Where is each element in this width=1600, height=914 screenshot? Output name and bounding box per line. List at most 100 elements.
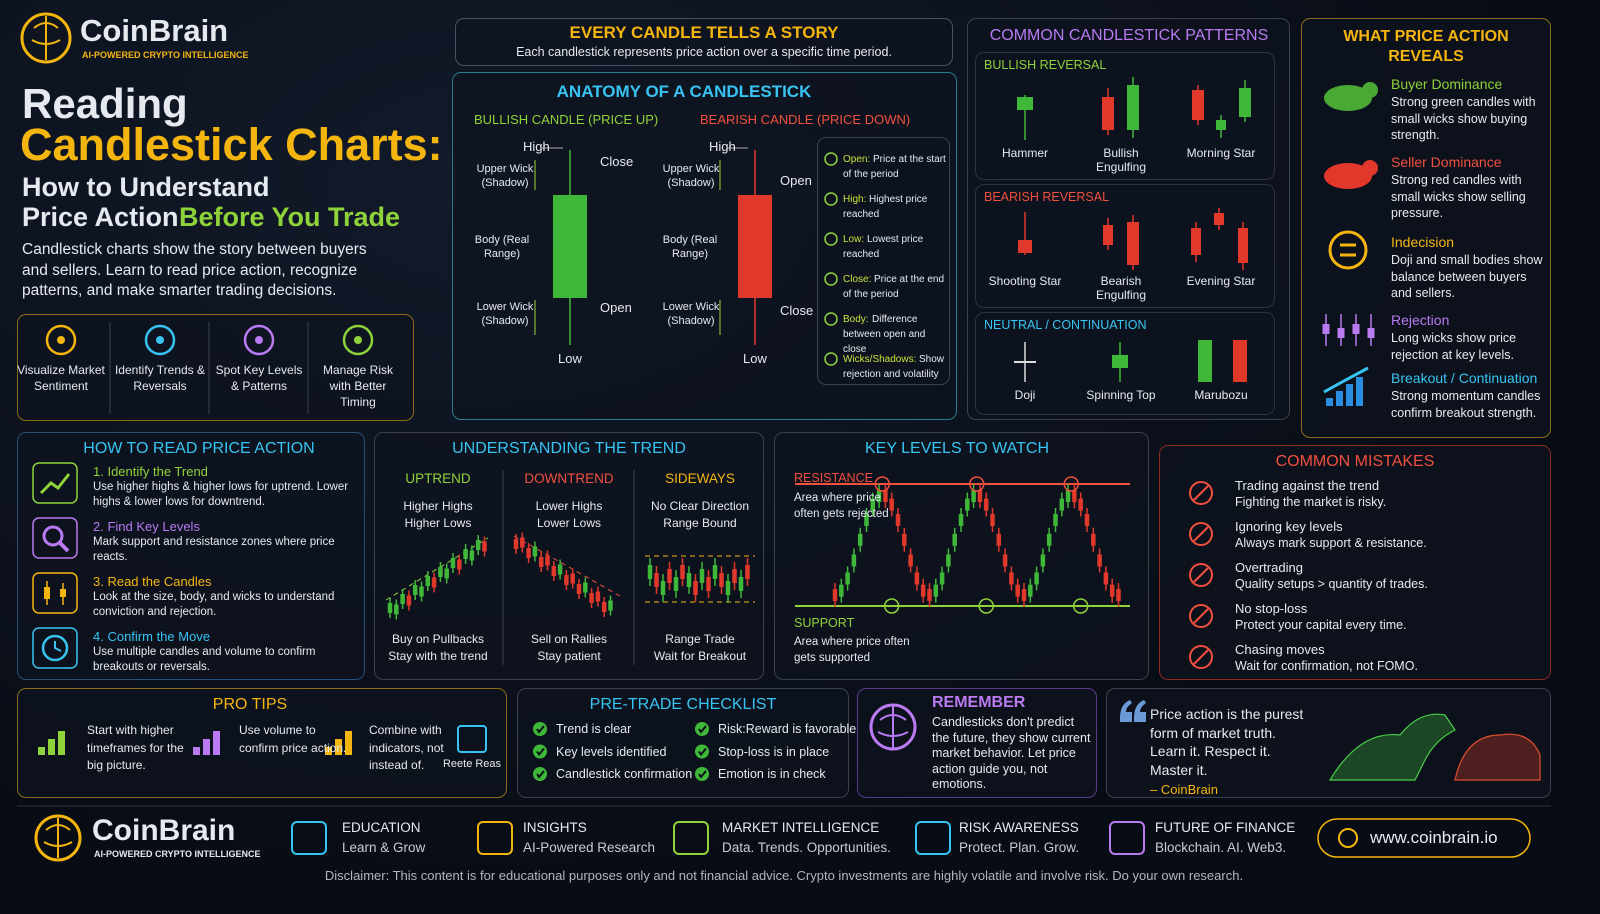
legend-term: Wicks/Shadows: xyxy=(843,354,917,365)
mistakes-panel xyxy=(1159,445,1551,680)
touch-marker xyxy=(978,598,994,614)
candle-body xyxy=(864,514,869,526)
candle-label: Close xyxy=(600,154,634,169)
candle-body xyxy=(832,589,838,601)
candle-body xyxy=(601,602,607,612)
candle-label: Low xyxy=(558,351,582,366)
mistake-title: No stop-loss xyxy=(1235,601,1308,616)
benefit-label: Manage Risk with Better Timing xyxy=(322,363,394,409)
candle-body xyxy=(1127,85,1139,130)
mistake-text: Wait for confirmation, not FOMO. xyxy=(1235,659,1418,673)
candle-label: Open xyxy=(780,173,812,188)
mistake-icon xyxy=(1189,522,1213,546)
candle-body xyxy=(895,514,901,526)
check-icon xyxy=(533,744,547,759)
brand-tagline: AI-POWERED CRYPTO INTELLIGENCE xyxy=(82,50,249,60)
pattern-label: Bullish Engulfing xyxy=(1095,146,1147,174)
trend-tip: Stay with the trend xyxy=(388,649,488,663)
tip-text: Reete Reas xyxy=(442,758,502,770)
pattern-label: Marubozu xyxy=(1194,388,1248,402)
candle-body xyxy=(738,577,744,591)
candle-body xyxy=(406,595,412,606)
mistake-title: Trading against the trend xyxy=(1235,478,1380,493)
candle-body xyxy=(583,582,588,593)
tip-text: Combine with indicators, not instead of. xyxy=(369,723,444,772)
candle-body xyxy=(654,573,659,587)
candle-body xyxy=(1352,324,1360,334)
logo-icon xyxy=(43,818,73,858)
touch-marker xyxy=(883,598,900,614)
candle-body xyxy=(400,594,405,604)
legend-text: Difference between open and close xyxy=(843,314,926,355)
check-icon xyxy=(533,722,547,736)
mistake-icon xyxy=(1189,645,1213,669)
pattern-label: Shooting Star xyxy=(988,274,1062,288)
candle-body xyxy=(1322,324,1330,334)
candle-body xyxy=(738,195,772,298)
remember-text: Candlesticks don't predict the future, t… xyxy=(932,715,1091,791)
mistake-icon xyxy=(1189,563,1213,587)
candle-label: Lower Wick (Shadow) xyxy=(662,301,720,327)
mistake-icon xyxy=(1189,481,1213,505)
candle-body xyxy=(952,533,957,546)
subtitle: Before You Trade xyxy=(179,202,401,232)
checklist-item: Candlestick confirmation xyxy=(556,767,693,781)
legend-icon xyxy=(824,312,838,326)
tip-icon xyxy=(213,731,220,755)
benefit-icon xyxy=(156,336,164,344)
section-title: EVERY CANDLE TELLS A STORY xyxy=(569,23,839,42)
pattern-label: Doji xyxy=(1014,388,1036,402)
check-icon xyxy=(533,767,547,781)
step-text: Mark support and resistance zones where … xyxy=(93,536,335,563)
check-icon xyxy=(536,747,545,757)
legend-icon xyxy=(824,272,838,286)
pillar-icon xyxy=(673,821,709,855)
candle-body xyxy=(1103,572,1109,585)
icon-frame xyxy=(32,627,78,669)
candle-body xyxy=(1009,572,1014,585)
legend-text: Price at the start of the period xyxy=(843,154,946,180)
mistake-text: Protect your capital every time. xyxy=(1235,618,1407,632)
touch-marker xyxy=(969,476,985,492)
benefit-label: Visualize Market Sentiment xyxy=(17,363,105,393)
section-title: UNDERSTANDING THE TREND xyxy=(452,440,686,457)
pillar-text: AI-Powered Research xyxy=(523,840,656,855)
candle-body xyxy=(1198,340,1212,382)
reveal-icon xyxy=(1340,243,1356,257)
candle-body xyxy=(680,565,685,579)
candle-body xyxy=(889,498,894,511)
candle-label: Close xyxy=(780,303,814,318)
check-icon xyxy=(536,725,545,734)
candle-body xyxy=(725,581,731,595)
candle-label: High xyxy=(709,139,736,154)
candle-body xyxy=(851,554,857,567)
candle-body xyxy=(719,573,724,587)
legend-text: Price at the end of the period xyxy=(843,274,945,300)
reveal-title: Rejection xyxy=(1391,312,1450,328)
reveal-text: Long wicks show price rejection at key l… xyxy=(1391,331,1517,362)
tip-icon xyxy=(345,731,352,755)
reveal-text: Strong green candles with small wicks sh… xyxy=(1391,95,1536,142)
candle-body xyxy=(551,566,557,576)
mistake-title: Ignoring key levels xyxy=(1235,519,1343,534)
trend-title: SIDEWAYS xyxy=(665,471,735,486)
benefit-icon xyxy=(45,324,77,356)
tip-icon xyxy=(203,739,210,755)
quote-author: – CoinBrain xyxy=(1150,782,1218,797)
candle-body xyxy=(1072,490,1077,503)
pattern-label: Morning Star xyxy=(1186,146,1256,160)
candle-body xyxy=(1053,514,1058,526)
mistake-text: Quality setups > quantity of trades. xyxy=(1235,577,1428,591)
candle-body xyxy=(927,589,932,601)
pillar-icon xyxy=(915,821,951,855)
website-link[interactable]: www.coinbrain.io xyxy=(1370,828,1498,847)
benefit-label: Spot Key Levels & Patterns xyxy=(215,363,303,393)
pattern-label: Evening Star xyxy=(1186,274,1256,288)
benefit-icon xyxy=(57,336,65,344)
candle-body xyxy=(876,490,882,503)
candle-body xyxy=(1028,584,1033,597)
candle-body xyxy=(44,587,50,599)
icon-frame xyxy=(32,462,78,504)
trend-tip: Range Trade xyxy=(665,632,735,646)
legend-text: Lowest price reached xyxy=(843,234,924,260)
